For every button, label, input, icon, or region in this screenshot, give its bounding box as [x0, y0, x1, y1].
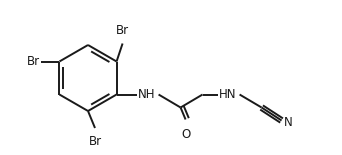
- Text: Br: Br: [27, 55, 40, 68]
- Text: NH: NH: [138, 88, 155, 101]
- Text: N: N: [284, 116, 293, 129]
- Text: Br: Br: [116, 24, 129, 36]
- Text: Br: Br: [89, 135, 102, 148]
- Text: HN: HN: [219, 88, 236, 101]
- Text: O: O: [181, 128, 190, 140]
